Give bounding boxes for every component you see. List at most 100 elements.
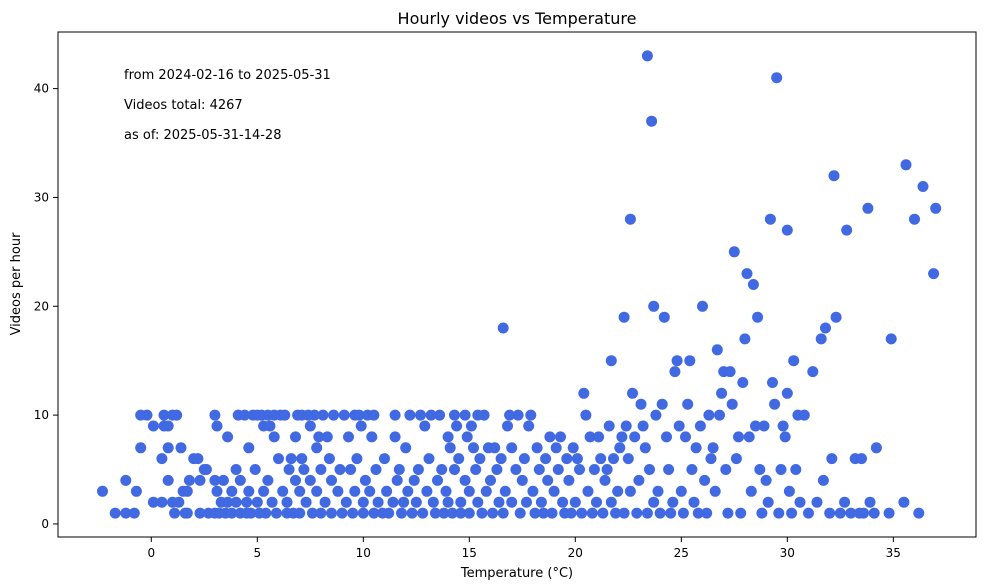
data-point (641, 507, 653, 519)
data-point (677, 507, 689, 519)
data-point (885, 333, 897, 345)
y-tick-label: 20 (34, 299, 49, 313)
data-point (251, 496, 263, 508)
data-point (728, 246, 740, 258)
data-point (639, 442, 651, 454)
data-point (694, 420, 706, 432)
data-point (366, 431, 378, 443)
data-point (321, 431, 333, 443)
data-point (328, 409, 340, 421)
data-point (158, 409, 170, 421)
data-point (790, 464, 802, 475)
data-point (533, 464, 545, 475)
data-point (752, 311, 764, 323)
data-point (612, 485, 624, 497)
data-point (870, 442, 882, 454)
data-point (542, 474, 554, 486)
data-point (300, 496, 312, 508)
data-point (614, 442, 626, 454)
data-point (495, 453, 507, 465)
data-point (315, 464, 327, 475)
data-point (226, 507, 238, 519)
data-point (468, 442, 479, 454)
data-point (442, 496, 454, 508)
data-point (459, 474, 471, 486)
data-point (656, 398, 668, 410)
data-point (379, 453, 390, 465)
data-point (697, 300, 708, 312)
data-point (434, 409, 446, 421)
data-point (516, 474, 528, 486)
data-point (315, 507, 327, 519)
data-point (862, 202, 874, 214)
data-point (175, 442, 187, 454)
data-point (586, 507, 598, 519)
data-point (449, 464, 460, 475)
data-point (807, 366, 819, 378)
data-point (415, 409, 426, 421)
data-point (726, 398, 738, 410)
data-point (279, 409, 291, 421)
y-axis-ticks: 0 10 20 30 40 (34, 82, 58, 531)
data-point (518, 453, 530, 465)
data-point (353, 409, 365, 421)
data-point (304, 420, 316, 432)
data-point (510, 464, 522, 475)
data-point (830, 311, 842, 323)
data-point (514, 507, 526, 519)
data-point (294, 507, 306, 519)
data-point (130, 485, 142, 497)
data-point (491, 464, 503, 475)
y-axis-label: Videos per hour (9, 232, 24, 335)
data-point (412, 464, 424, 475)
data-point (535, 496, 547, 508)
y-tick-label: 10 (34, 408, 49, 422)
data-point (243, 442, 255, 454)
data-point (387, 496, 399, 508)
data-point (497, 507, 509, 519)
data-point (162, 442, 174, 454)
data-point (169, 507, 181, 519)
data-point (699, 474, 711, 486)
data-point (624, 485, 636, 497)
data-point (493, 496, 505, 508)
data-point (552, 464, 564, 475)
data-point (438, 507, 450, 519)
data-point (281, 496, 293, 508)
data-point (461, 431, 473, 443)
data-point (571, 453, 583, 465)
data-point (120, 507, 132, 519)
data-point (675, 485, 687, 497)
annotation-videos-total: Videos total: 4267 (124, 98, 243, 113)
data-point (610, 507, 622, 519)
data-point (557, 496, 569, 508)
data-point (398, 496, 410, 508)
data-point (673, 420, 685, 432)
data-point (209, 409, 221, 421)
x-tick-label: 10 (356, 546, 371, 560)
data-point (616, 431, 628, 443)
data-point (326, 474, 337, 486)
data-point (296, 453, 308, 465)
data-point (222, 496, 234, 508)
data-point (561, 453, 573, 465)
data-point (529, 507, 541, 519)
data-point (97, 485, 108, 497)
data-point (550, 442, 562, 454)
data-point (758, 420, 770, 432)
data-point (584, 431, 596, 443)
data-point (277, 485, 289, 497)
data-point (249, 464, 261, 475)
data-point (304, 474, 316, 486)
data-point (665, 507, 677, 519)
data-point (357, 507, 369, 519)
data-point (701, 507, 713, 519)
data-point (183, 474, 195, 486)
data-point (463, 485, 475, 497)
data-point (680, 431, 691, 443)
data-point (627, 387, 638, 399)
data-point (243, 485, 255, 497)
data-point (147, 420, 159, 432)
data-point (181, 485, 193, 497)
data-point (485, 474, 496, 486)
